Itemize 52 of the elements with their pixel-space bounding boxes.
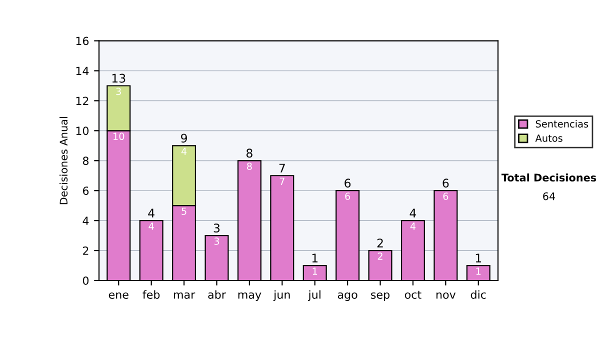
x-tick-label: sep xyxy=(371,292,390,301)
data-label: 4 xyxy=(148,222,154,230)
total-label: 7 xyxy=(279,164,285,172)
total-label: 8 xyxy=(246,148,252,158)
data-label: 3 xyxy=(116,88,121,96)
text: 64 xyxy=(543,192,556,200)
data-label: 6 xyxy=(345,192,350,200)
y-tick-label: 14 xyxy=(76,66,89,75)
y-tick-label: 4 xyxy=(82,216,89,225)
x-tick-label: nov xyxy=(436,292,456,299)
x-tick-label: abr xyxy=(208,290,226,299)
y-axis-title: Decisiones Anual xyxy=(60,117,68,204)
x-tick-label: oct xyxy=(404,290,422,299)
data-label: 8 xyxy=(247,162,252,170)
data-label: 10 xyxy=(114,132,124,140)
x-tick-label: ene xyxy=(108,292,128,299)
x-tick-label: jun xyxy=(273,290,290,301)
legend-label: Sentencias xyxy=(536,120,588,128)
data-label: 1 xyxy=(312,268,318,275)
total-label: 6 xyxy=(344,178,351,188)
y-tick-label: 10 xyxy=(76,126,89,136)
total-label: 3 xyxy=(214,224,220,233)
total-label: 4 xyxy=(148,208,154,218)
x-tick-label: may xyxy=(238,292,262,301)
data-label: 1 xyxy=(476,268,481,275)
y-tick-label: 12 xyxy=(76,96,88,105)
data-label: 4 xyxy=(181,148,187,155)
y-tick-label: 8 xyxy=(82,156,89,166)
y-tick-label: 6 xyxy=(82,186,89,195)
data-label: 2 xyxy=(378,252,382,260)
total-label: 2 xyxy=(377,238,383,248)
data-label: 6 xyxy=(443,192,448,200)
total-label: 6 xyxy=(442,178,449,188)
data-label: 5 xyxy=(182,208,186,215)
x-tick-label: mar xyxy=(174,292,196,299)
text: Total Decisiones xyxy=(501,173,596,182)
x-tick-label: feb xyxy=(142,290,160,299)
x-tick-label: ago xyxy=(338,292,358,301)
y-tick-label: 16 xyxy=(76,36,89,46)
data-label: 3 xyxy=(214,238,220,245)
legend-label: Autos xyxy=(535,134,562,142)
y-tick-label: 2 xyxy=(83,246,88,255)
total-label: 9 xyxy=(181,134,187,143)
total-label: 1 xyxy=(476,254,482,262)
x-tick-label: dic xyxy=(470,290,486,299)
total-label: 13 xyxy=(112,74,126,83)
total-label: 4 xyxy=(410,208,416,218)
x-tick-label: jul xyxy=(308,290,320,301)
data-label: 4 xyxy=(410,222,416,230)
y-tick-label: 0 xyxy=(82,276,89,285)
data-label: 7 xyxy=(280,178,284,185)
total-label: 1 xyxy=(312,254,318,262)
